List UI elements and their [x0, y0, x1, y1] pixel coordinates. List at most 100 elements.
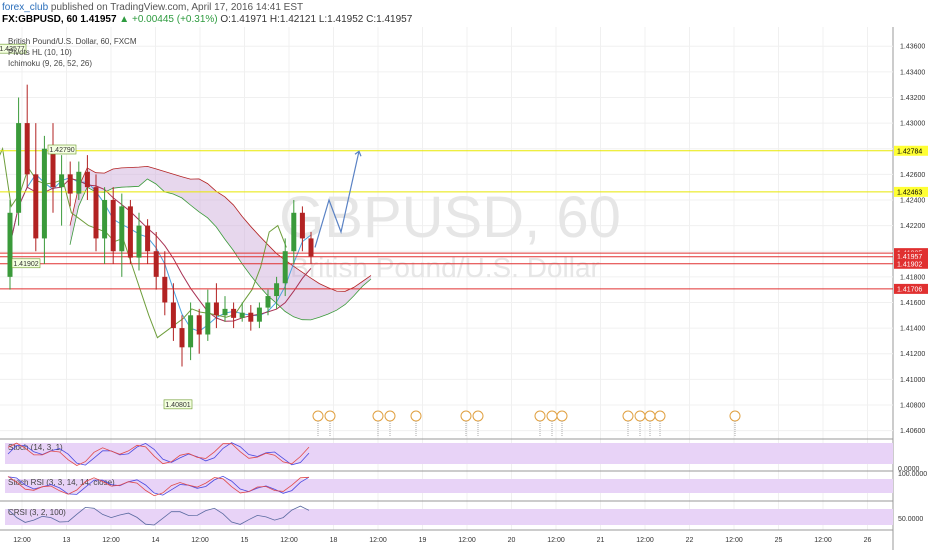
price-tag-bg	[894, 251, 928, 262]
x-tick-label: 12:00	[369, 537, 387, 544]
candle-body	[7, 212, 13, 277]
candle-body	[153, 251, 159, 277]
price-axis[interactable]: 1.436001.434001.432001.430001.428001.426…	[900, 44, 925, 435]
cloud-area	[70, 166, 371, 320]
event-flag-icon	[410, 410, 422, 422]
x-tick-label: 12:00	[725, 537, 743, 544]
price-tags: 1.427841.424631.419851.419571.419021.417…	[894, 145, 928, 294]
pivot-label-bg	[163, 399, 193, 410]
candle-body	[59, 174, 65, 188]
candle-body	[248, 312, 254, 322]
price-tag: 1.42784	[894, 145, 928, 156]
x-tick-label: 12:00	[814, 537, 832, 544]
event-flag-icon	[472, 410, 484, 422]
projection-arrow	[314, 150, 362, 248]
x-tick-label: 12:00	[547, 537, 565, 544]
price-tag: 1.41957	[894, 251, 928, 262]
economic-events	[312, 410, 741, 437]
low-value: L:1.41952	[318, 14, 364, 25]
candle-body	[16, 123, 22, 213]
price-tag-bg	[894, 258, 928, 269]
close-value: C:1.41957	[366, 14, 413, 25]
y-tick-label: 1.40600	[900, 428, 925, 435]
y-tick-label: 1.43000	[900, 121, 925, 128]
candle-body	[50, 148, 56, 188]
price-tag-bg	[894, 283, 928, 294]
event-flag-icon	[556, 410, 568, 422]
candle-body	[213, 302, 219, 316]
event-flag-icon	[729, 410, 741, 422]
pivot-label: 1.43577	[0, 43, 27, 54]
price-tag-label: 1.42784	[897, 148, 922, 155]
x-tick-label: 18	[330, 537, 338, 544]
symbol[interactable]: FX:GBPUSD, 60	[2, 14, 78, 25]
author-link[interactable]: forex_club	[2, 2, 49, 13]
x-tick-label: 12:00	[191, 537, 209, 544]
x-tick-label: 13	[63, 537, 71, 544]
candle-body	[274, 283, 280, 297]
price-change: +0.00445 (+0.31%)	[131, 14, 218, 25]
publish-info: published on TradingView.com, April 17, …	[50, 2, 304, 13]
x-tick-label: 19	[419, 537, 427, 544]
price-chart[interactable]: GBPUSD, 60 British Pound/U.S. Dollar 1.4…	[0, 27, 932, 550]
price-tag: 1.41902	[894, 258, 928, 269]
pivot-label-text: 1.41902	[13, 261, 38, 268]
y-tick-label: 1.40800	[900, 402, 925, 409]
legend-ichimoku: Ichimoku (9, 26, 52, 26)	[8, 59, 92, 68]
candle-body	[282, 251, 288, 284]
candle-body	[308, 238, 314, 257]
candle-body	[265, 296, 271, 308]
candle-body	[136, 225, 142, 258]
event-flag-icon	[460, 410, 472, 422]
stochrsi-value: 100.0000	[898, 471, 927, 478]
stoch-band	[5, 443, 893, 464]
candle-body	[196, 315, 202, 335]
event-flag-icon	[534, 410, 546, 422]
crsi-line	[7, 505, 310, 526]
last-price: 1.41957	[80, 14, 117, 25]
crsi-label: CRSI (3, 2, 100)	[8, 508, 66, 517]
pivot-label-bg	[47, 144, 77, 155]
price-tag: 1.41706	[894, 283, 928, 294]
stoch-value: 0.0000	[898, 466, 920, 473]
event-flag-icon	[384, 410, 396, 422]
event-flag-icon	[644, 410, 656, 422]
y-tick-label: 1.41400	[900, 326, 925, 333]
candle-body	[93, 187, 99, 239]
candle-body	[239, 312, 245, 318]
candle-body	[76, 171, 82, 194]
open-value: O:1.41971	[220, 14, 268, 25]
price-tag-label: 1.41902	[897, 261, 922, 268]
y-tick-label: 1.43200	[900, 95, 925, 102]
y-tick-label: 1.41000	[900, 377, 925, 384]
x-tick-label: 20	[508, 537, 516, 544]
y-tick-label: 1.43600	[900, 44, 925, 51]
event-flag-icon	[634, 410, 646, 422]
candle-body	[84, 171, 90, 188]
legend-pivots: Pivots HL (10, 10)	[8, 48, 72, 57]
x-tick-label: 21	[597, 537, 605, 544]
change-arrow-icon: ▲	[119, 14, 130, 25]
y-tick-label: 1.41600	[900, 300, 925, 307]
candlestick-series	[7, 84, 314, 367]
pivot-label-bg	[11, 258, 41, 269]
price-tag-bg	[894, 186, 928, 197]
time-axis[interactable]: 12:00 13 12:00 14 12:00 15 12:00 18 12:00 19 12:00…	[13, 537, 871, 544]
candle-body	[179, 328, 185, 348]
pivot-label: 1.40801	[163, 399, 193, 410]
x-tick-label: 12:00	[280, 537, 298, 544]
candle-body	[41, 148, 47, 239]
symbol-line: FX:GBPUSD, 60 1.41957 ▲ +0.00445 (+0.31%…	[2, 14, 412, 25]
indicator-panes: Stoch (14, 3, 1) 0.0000 Stoch RSI (3, 3,…	[0, 438, 927, 531]
high-value: H:1.42121	[269, 14, 317, 25]
publish-line: forex_club published on TradingView.com,…	[2, 2, 303, 13]
span-a-line	[69, 178, 372, 321]
price-tag-bg	[894, 145, 928, 156]
y-tick-label: 1.41200	[900, 351, 925, 358]
pivot-label-bg	[0, 43, 27, 54]
candle-body	[231, 308, 237, 318]
event-flag-icon	[312, 410, 324, 422]
x-tick-label: 22	[686, 537, 694, 544]
candle-body	[256, 307, 262, 322]
watermark-symbol: GBPUSD, 60	[279, 185, 621, 250]
